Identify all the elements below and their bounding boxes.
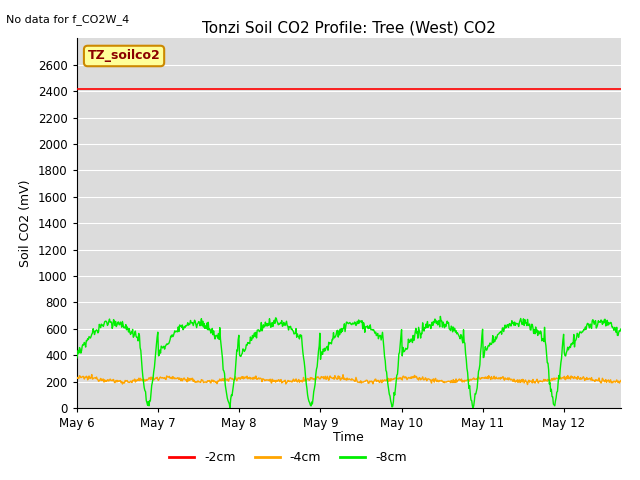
Text: No data for f_CO2W_4: No data for f_CO2W_4 [6, 14, 130, 25]
Text: TZ_soilco2: TZ_soilco2 [88, 49, 161, 62]
Y-axis label: Soil CO2 (mV): Soil CO2 (mV) [19, 180, 33, 267]
X-axis label: Time: Time [333, 432, 364, 444]
Title: Tonzi Soil CO2 Profile: Tree (West) CO2: Tonzi Soil CO2 Profile: Tree (West) CO2 [202, 21, 496, 36]
Legend: -2cm, -4cm, -8cm: -2cm, -4cm, -8cm [164, 446, 412, 469]
